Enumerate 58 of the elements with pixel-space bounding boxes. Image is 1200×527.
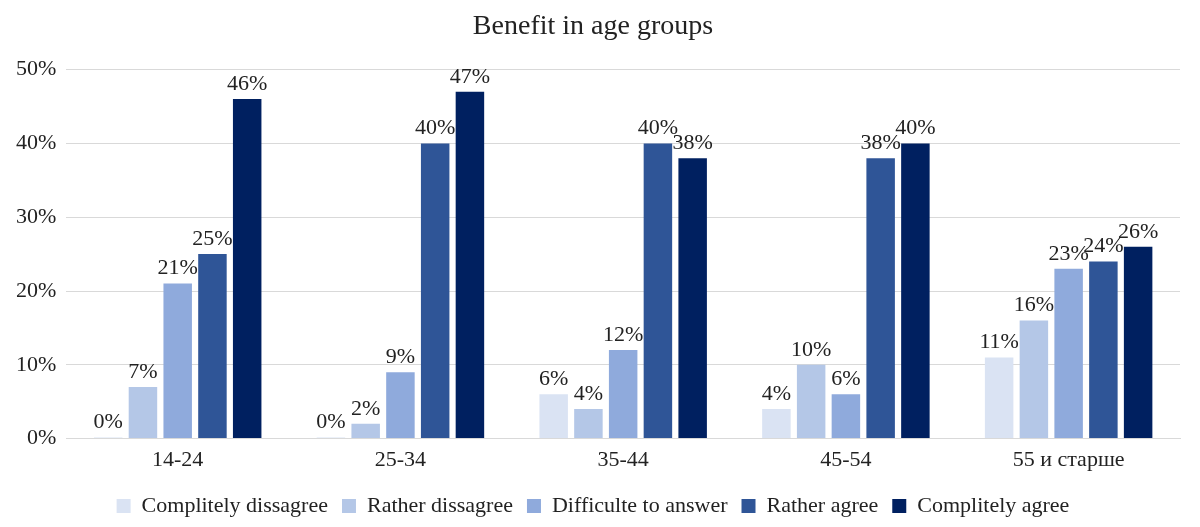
data-label: 10% [790, 335, 832, 361]
data-label: 4% [573, 379, 604, 405]
data-label: 4% [761, 379, 792, 405]
bar [163, 283, 192, 439]
legend-label: Complitely agree [917, 491, 1070, 517]
y-tick-label: 10% [16, 350, 57, 376]
bar [1123, 246, 1153, 439]
data-label: 47% [449, 62, 491, 88]
data-label: 40% [415, 114, 456, 140]
data-label: 2% [351, 394, 381, 420]
legend-label: Rather agree [766, 491, 879, 517]
y-tick-label: 40% [16, 129, 57, 155]
data-label: 25% [192, 224, 233, 250]
y-tick-label: 30% [16, 202, 57, 228]
bar [762, 409, 791, 439]
bar [608, 350, 638, 439]
bar [984, 357, 1014, 439]
y-tick-label: 0% [27, 424, 57, 450]
x-tick-label: 25-34 [374, 445, 427, 471]
data-label: 6% [831, 365, 861, 391]
bar [539, 394, 568, 439]
x-tick-label: 35-44 [597, 445, 649, 471]
data-label: 16% [1013, 291, 1055, 317]
legend-label: Difficulte to answer [551, 491, 729, 517]
bar [796, 364, 826, 439]
bar [351, 423, 380, 439]
bar [128, 386, 158, 439]
bar [1054, 268, 1083, 439]
bar [901, 143, 930, 439]
data-label: 9% [385, 342, 416, 368]
data-label: 21% [157, 254, 198, 280]
bar [198, 254, 227, 439]
x-tick-label: 55 и старше [1012, 445, 1125, 471]
data-label: 12% [603, 320, 644, 346]
bar [386, 372, 415, 439]
bar [678, 158, 707, 439]
legend-label: Complitely dissagree [141, 491, 328, 517]
bar [232, 99, 262, 439]
data-label: 11% [979, 328, 1019, 354]
data-label: 46% [227, 69, 268, 95]
bar [831, 394, 861, 439]
bar [1089, 261, 1118, 439]
bar [574, 409, 603, 439]
bar [643, 143, 673, 439]
bar [455, 91, 485, 439]
x-tick-label: 45-54 [820, 445, 872, 471]
y-tick-label: 20% [16, 276, 57, 302]
bar [1019, 320, 1049, 439]
bar [866, 158, 895, 439]
data-label: 0% [316, 408, 346, 434]
data-label: 6% [539, 365, 569, 391]
y-tick-label: 50% [16, 55, 57, 81]
x-tick-label: 14-24 [152, 445, 204, 471]
legend-label: Rather dissagree [366, 491, 513, 517]
chart-title: Benefit in age groups [472, 9, 714, 41]
data-label: 7% [128, 357, 158, 383]
data-label: 0% [93, 408, 123, 434]
bar [420, 143, 450, 439]
